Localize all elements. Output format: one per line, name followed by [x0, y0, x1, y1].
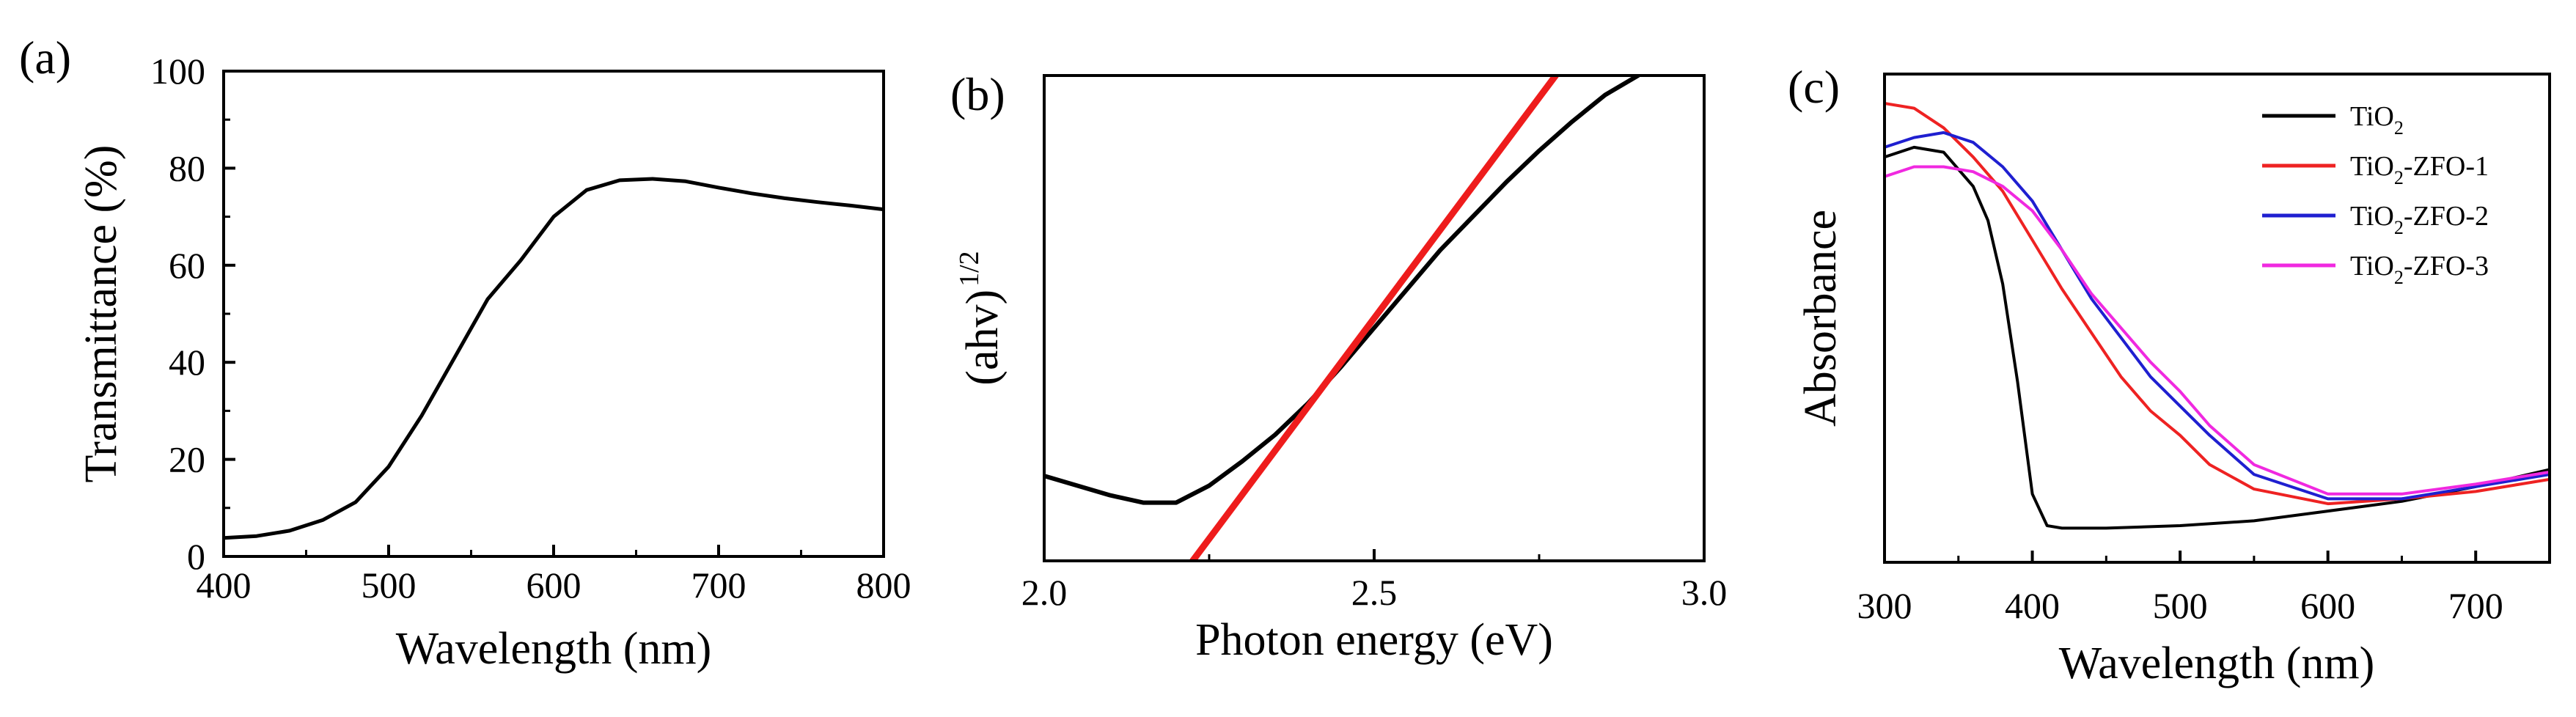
panel-a-x-tick-label: 400 — [197, 565, 252, 606]
panel-c-series-tio2-zfo-2 — [1885, 130, 2550, 501]
panel-a-y-axis-label: Transmittance (%) — [76, 145, 126, 483]
panel-b-x-tick-label: 3.0 — [1681, 572, 1728, 613]
panel-a-x-tick-label: 700 — [691, 565, 746, 606]
panel-b-y-axis-label: (ahv)1/2 — [954, 251, 1008, 385]
panel-b-series-linear-fit — [1189, 76, 1559, 561]
panel-a-series-transmittance — [224, 177, 884, 540]
panel-a-x-tick-label: 500 — [362, 565, 417, 606]
legend-label-tio2-zfo-2: TiO2-ZFO-2 — [2350, 201, 2489, 238]
panel-b-x-tick-label: 2.0 — [1021, 572, 1068, 613]
panel-c-x-tick-label: 700 — [2448, 585, 2503, 626]
panel-a-y-tick-label: 60 — [169, 245, 205, 286]
panel-c-x-ticks: 300 400 500 600 700 — [1857, 551, 2503, 626]
panel-b-label: (b) — [950, 68, 1005, 120]
panel-b-plot-area — [1044, 76, 1640, 561]
legend-label-subscript: 2 — [2394, 167, 2404, 188]
panel-c-plot-area — [1885, 102, 2550, 530]
panel-b-x-ticks: 2.0 2.5 3.0 — [1021, 549, 1728, 613]
panel-a-transmittance-chart: (a) 400 500 600 700 800 0 20 40 60 80 100 Wavelen… — [19, 32, 911, 674]
panel-a-x-axis-label: Wavelength (nm) — [396, 624, 712, 674]
panel-a-x-tick-label: 800 — [856, 565, 911, 606]
legend-label-tio2-zfo-3: TiO2-ZFO-3 — [2350, 251, 2489, 288]
legend-label-base: TiO — [2350, 251, 2394, 282]
panel-b-x-tick-label: 2.5 — [1351, 572, 1398, 613]
panel-c-x-tick-label: 300 — [1857, 585, 1912, 626]
legend-label-suffix: -ZFO-3 — [2404, 251, 2489, 282]
panel-c-x-tick-label: 400 — [2005, 585, 2060, 626]
panel-a-y-tick-label: 20 — [169, 439, 205, 480]
panel-a-y-tick-label: 0 — [187, 536, 205, 577]
panel-c-series-tio2-zfo-1 — [1885, 102, 2550, 506]
panel-c-series-tio2-zfo-3 — [1885, 165, 2550, 496]
panel-b-tauc-plot: (b) 2.0 2.5 3.0 Photon energy (eV) (ahv)1/… — [950, 68, 1727, 665]
legend-label-tio2-zfo-1: TiO2-ZFO-1 — [2350, 151, 2489, 188]
panel-a-plot-area — [224, 177, 884, 540]
panel-c-frame — [1883, 73, 2551, 564]
panel-a-frame — [222, 70, 885, 558]
panel-a-y-tick-label: 40 — [169, 342, 205, 383]
panel-b-y-axis-label-superscript: 1/2 — [954, 251, 985, 287]
panel-c-label: (c) — [1788, 61, 1840, 113]
panel-a-x-tick-label: 600 — [526, 565, 581, 606]
panel-a-y-tick-label: 100 — [150, 51, 205, 92]
legend-label-tio2: TiO2 — [2350, 101, 2404, 139]
panel-b-series-ahv-1-2 — [1044, 76, 1640, 505]
panel-b-y-axis-label-base: (ahv) — [958, 290, 1008, 386]
panel-a-x-ticks: 400 500 600 700 800 — [197, 545, 911, 606]
legend-label-suffix: -ZFO-1 — [2404, 151, 2489, 182]
legend-label-suffix: -ZFO-2 — [2404, 201, 2489, 232]
panel-a-y-tick-label: 80 — [169, 147, 205, 188]
panel-c-series-tio2 — [1885, 145, 2550, 530]
panel-b-x-axis-label: Photon energy (eV) — [1195, 615, 1553, 665]
panel-c-x-tick-label: 500 — [2153, 585, 2208, 626]
legend-label-subscript: 2 — [2394, 117, 2404, 139]
legend-label-base: TiO — [2350, 151, 2394, 182]
legend-label-subscript: 2 — [2394, 267, 2404, 288]
panel-c-x-tick-label: 600 — [2300, 585, 2355, 626]
panel-c-y-axis-label: Absorbance — [1796, 210, 1846, 427]
legend-label-base: TiO — [2350, 201, 2394, 232]
panel-c-absorbance-chart: (c) 300 400 500 600 700 Wavelength (nm) Abso… — [1788, 61, 2551, 688]
panel-a-label: (a) — [19, 32, 71, 84]
panel-c-x-axis-label: Wavelength (nm) — [2059, 639, 2375, 688]
panel-a-y-ticks: 0 20 40 60 80 100 — [150, 51, 235, 577]
legend-label-base: TiO — [2350, 101, 2394, 132]
legend-label-subscript: 2 — [2394, 217, 2404, 238]
